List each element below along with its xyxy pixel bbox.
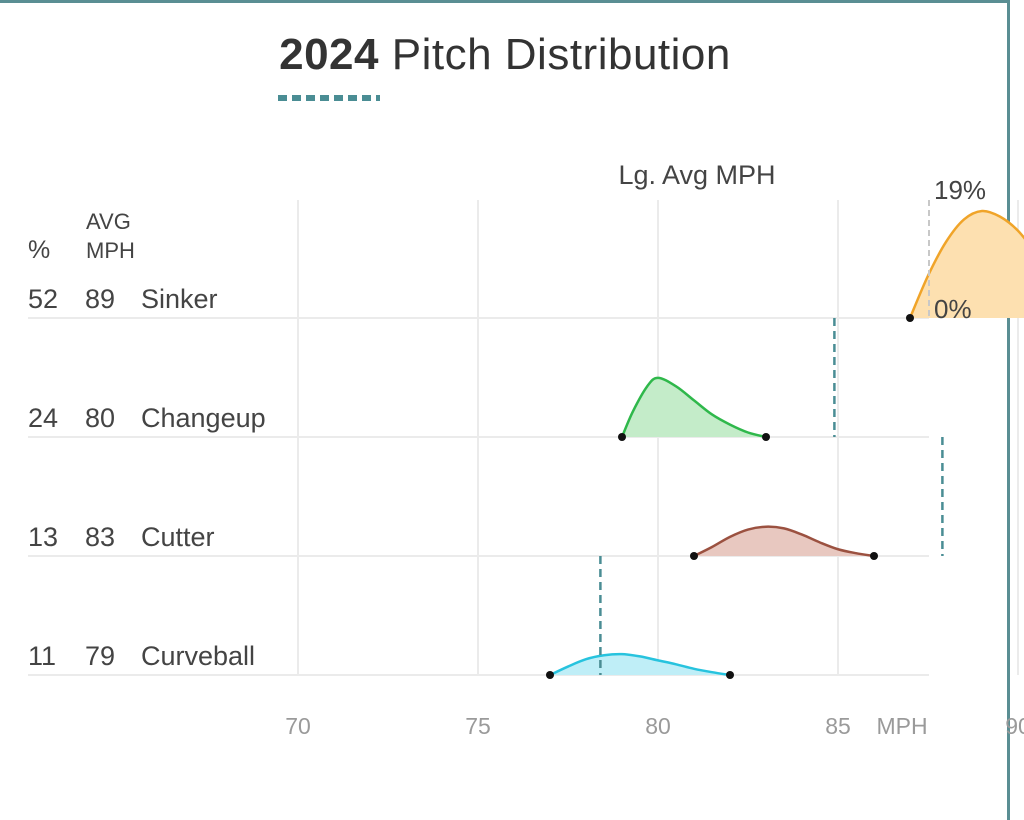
pitch-row-changeup: 24 80 Changeup (28, 403, 266, 433)
pitch-avg-mph: 79 (85, 641, 115, 671)
pitch-pct: 24 (28, 403, 58, 433)
pitch-name: Sinker (141, 284, 218, 314)
pitch-row-cutter: 13 83 Cutter (28, 522, 215, 552)
pitch-avg-mph: 83 (85, 522, 115, 552)
x-tick-label: 90 (1005, 713, 1024, 739)
distribution-curves (546, 209, 1024, 679)
chart-title: 2024 Pitch Distribution (0, 30, 1010, 80)
range-max-dot (762, 433, 770, 441)
distribution-curve-cutter (693, 525, 875, 558)
pct-header: % (28, 236, 50, 264)
pitch-pct: 52 (28, 284, 58, 314)
x-tick-label: 75 (465, 713, 491, 739)
grid (28, 200, 1019, 676)
distribution-curve-changeup (620, 376, 767, 439)
range-max-dot (726, 671, 734, 679)
title-underline (278, 95, 380, 101)
pitch-distribution-chart: 52 89 Sinker 24 80 Changeup 13 83 Cutter 11 79 Curv… (28, 160, 1024, 739)
x-tick-label: 70 (285, 713, 311, 739)
pitch-name: Curveball (141, 641, 255, 671)
distribution-fill-curveball (550, 654, 730, 675)
pitch-name: Cutter (141, 522, 215, 552)
range-max-dot (870, 552, 878, 560)
range-min-dot (546, 671, 554, 679)
x-axis: 707580859095100MPH (285, 713, 1024, 739)
pitch-pct: 13 (28, 522, 58, 552)
range-min-dot (618, 433, 626, 441)
title-year: 2024 (279, 30, 379, 79)
league-average-lines (599, 318, 944, 675)
pitch-rows: 52 89 Sinker 24 80 Changeup 13 83 Cutter 11 79 Curv… (28, 284, 266, 671)
scale-min-label: 0% (934, 294, 972, 324)
distribution-curve-curveball (549, 652, 731, 677)
scale-max-label: 19% (934, 175, 986, 205)
x-tick-label: 85 (825, 713, 851, 739)
pitch-avg-mph: 89 (85, 284, 115, 314)
range-min-dot (906, 314, 914, 322)
x-unit-label: MPH (876, 713, 927, 739)
range-min-dot (690, 552, 698, 560)
avg-header-line2: MPH (86, 238, 135, 263)
pitch-row-curveball: 11 79 Curveball (28, 641, 255, 671)
title-text: Pitch Distribution (391, 30, 731, 79)
pitch-avg-mph: 80 (85, 403, 115, 433)
avg-header-line1: AVG (86, 209, 131, 234)
pitch-row-sinker: 52 89 Sinker (28, 284, 218, 314)
distribution-fill-changeup (622, 377, 766, 437)
distribution-curve-sinker (908, 209, 1024, 319)
pitch-name: Changeup (141, 403, 266, 433)
lg-avg-label: Lg. Avg MPH (618, 160, 775, 190)
x-tick-label: 80 (645, 713, 671, 739)
distribution-fill-sinker (910, 210, 1024, 318)
pitch-pct: 11 (28, 641, 56, 671)
